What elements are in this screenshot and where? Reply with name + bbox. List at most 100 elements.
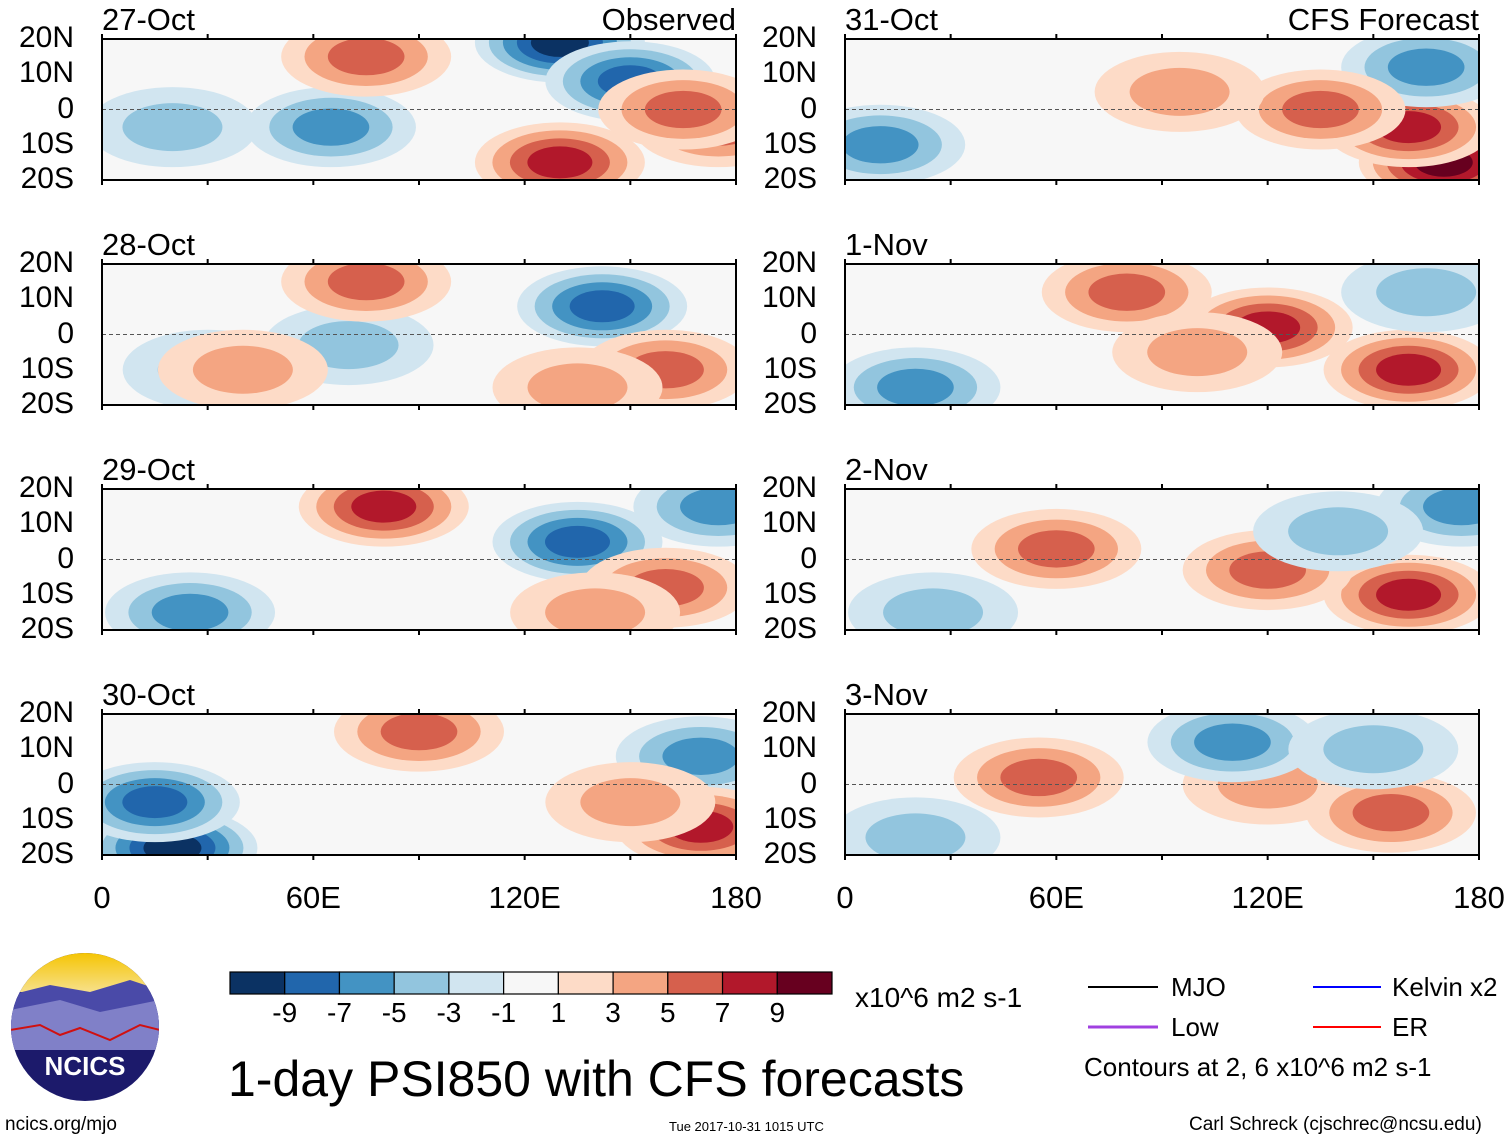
colorbar-label: 9 <box>769 997 786 1028</box>
lat-tick-label: 10N <box>18 56 74 90</box>
lon-tick-label: 120E <box>1231 880 1304 915</box>
anomaly-mark <box>1423 489 1479 526</box>
panel-date: 1-Nov <box>845 227 928 262</box>
lat-tick-label: 10S <box>763 351 817 385</box>
lat-tick-label: 20N <box>761 471 817 504</box>
panel-date: 31-Oct <box>845 2 939 37</box>
lon-tick-label: 0 <box>836 880 854 915</box>
panel-31-Oct <box>845 39 1479 180</box>
lat-tick-label: 10S <box>763 801 817 835</box>
legend-low: Low <box>1171 1012 1219 1042</box>
legend-er: ER <box>1392 1012 1429 1042</box>
lon-tick-label: 60E <box>1028 880 1084 915</box>
anomaly-mark <box>883 588 984 630</box>
legend-kelvin: Kelvin x2 <box>1392 972 1498 1002</box>
anomaly-mark <box>1000 758 1078 797</box>
anomaly-mark <box>1194 723 1271 761</box>
panel-date: 3-Nov <box>845 677 928 712</box>
anomaly-mark <box>292 108 370 146</box>
lon-tick-label: 180 <box>1453 880 1505 915</box>
anomaly-mark <box>527 363 628 405</box>
panel-27-Oct <box>102 39 736 180</box>
anomaly-mark <box>1376 268 1477 317</box>
lat-tick-label: 10S <box>20 576 74 610</box>
footer-url[interactable]: ncics.org/mjo <box>5 1114 117 1135</box>
lat-tick-label: 20N <box>761 21 817 54</box>
anomaly-mark <box>845 126 919 164</box>
anomaly-mark <box>327 39 405 76</box>
panel-date: 2-Nov <box>845 452 928 487</box>
anomaly-mark <box>580 778 681 827</box>
lat-tick-label: 0 <box>57 541 74 575</box>
anomaly-mark <box>122 103 223 152</box>
anomaly-mark <box>1282 90 1359 129</box>
colorbar-label: 1 <box>550 997 567 1028</box>
panel-date: 28-Oct <box>102 227 196 262</box>
anomaly-mark <box>1352 794 1430 832</box>
anomaly-mark <box>662 737 736 775</box>
lat-tick-label: 20S <box>20 612 74 645</box>
colorbar-label: -3 <box>436 997 462 1028</box>
lat-tick-label: 20S <box>20 162 74 195</box>
anomaly-mark <box>680 489 736 526</box>
lat-tick-label: 20S <box>763 387 817 420</box>
anomaly-mark <box>327 264 405 301</box>
anomaly-mark <box>298 321 399 370</box>
lat-tick-label: 20N <box>18 696 74 729</box>
panel-30-Oct <box>102 714 736 855</box>
anomaly-mark <box>1288 507 1389 556</box>
lat-tick-label: 10N <box>18 281 74 315</box>
lat-tick-label: 20N <box>18 471 74 504</box>
lat-tick-label: 20S <box>20 387 74 420</box>
lat-tick-label: 0 <box>800 541 817 575</box>
legend-mjo: MJO <box>1171 972 1226 1002</box>
anomaly-mark <box>569 290 635 323</box>
footer-timestamp: Tue 2017-10-31 1015 UTC <box>669 1119 824 1134</box>
colorbar-label: -5 <box>381 997 407 1028</box>
lat-tick-label: 10N <box>18 731 74 765</box>
anomaly-mark <box>122 786 188 819</box>
lat-tick-label: 10N <box>761 281 817 315</box>
panel-1-Nov <box>845 264 1479 405</box>
lat-tick-label: 0 <box>800 316 817 350</box>
panel-column-label: CFS Forecast <box>1287 2 1479 37</box>
lat-tick-label: 20S <box>763 612 817 645</box>
anomaly-mark <box>351 490 417 523</box>
anomaly-mark <box>1376 578 1442 611</box>
colorbar-label: 5 <box>660 997 676 1028</box>
panel-29-Oct <box>102 489 736 630</box>
panel-date: 30-Oct <box>102 677 196 712</box>
lat-tick-label: 20N <box>761 246 817 279</box>
lat-tick-label: 0 <box>800 91 817 125</box>
lon-tick-label: 120E <box>488 880 561 915</box>
anomaly-mark <box>1018 530 1095 568</box>
lat-tick-label: 10S <box>20 351 74 385</box>
lat-tick-label: 20N <box>18 246 74 279</box>
lat-tick-label: 0 <box>57 766 74 800</box>
anomaly-mark <box>545 588 646 630</box>
colorbar-label: 3 <box>605 997 621 1028</box>
lat-tick-label: 10N <box>761 506 817 540</box>
units-label: x10^6 m2 s-1 <box>855 982 1023 1013</box>
panel-3-Nov <box>845 714 1479 855</box>
lat-tick-label: 20S <box>763 837 817 870</box>
anomaly-mark <box>1323 725 1424 774</box>
lat-tick-label: 10S <box>763 576 817 610</box>
anomaly-mark <box>865 813 966 855</box>
panel-date: 27-Oct <box>102 2 196 37</box>
lat-tick-label: 0 <box>57 316 74 350</box>
lat-tick-label: 10S <box>20 801 74 835</box>
anomaly-mark <box>1376 353 1442 386</box>
colorbar-label: -7 <box>327 997 352 1028</box>
figure-title: 1-day PSI850 with CFS forecasts <box>228 1051 965 1107</box>
lat-tick-label: 20N <box>18 21 74 54</box>
anomaly-mark <box>380 714 458 751</box>
lat-tick-label: 20S <box>763 162 817 195</box>
colorbar-label: 7 <box>714 997 731 1028</box>
anomaly-mark <box>192 345 293 394</box>
lon-tick-label: 0 <box>93 880 111 915</box>
